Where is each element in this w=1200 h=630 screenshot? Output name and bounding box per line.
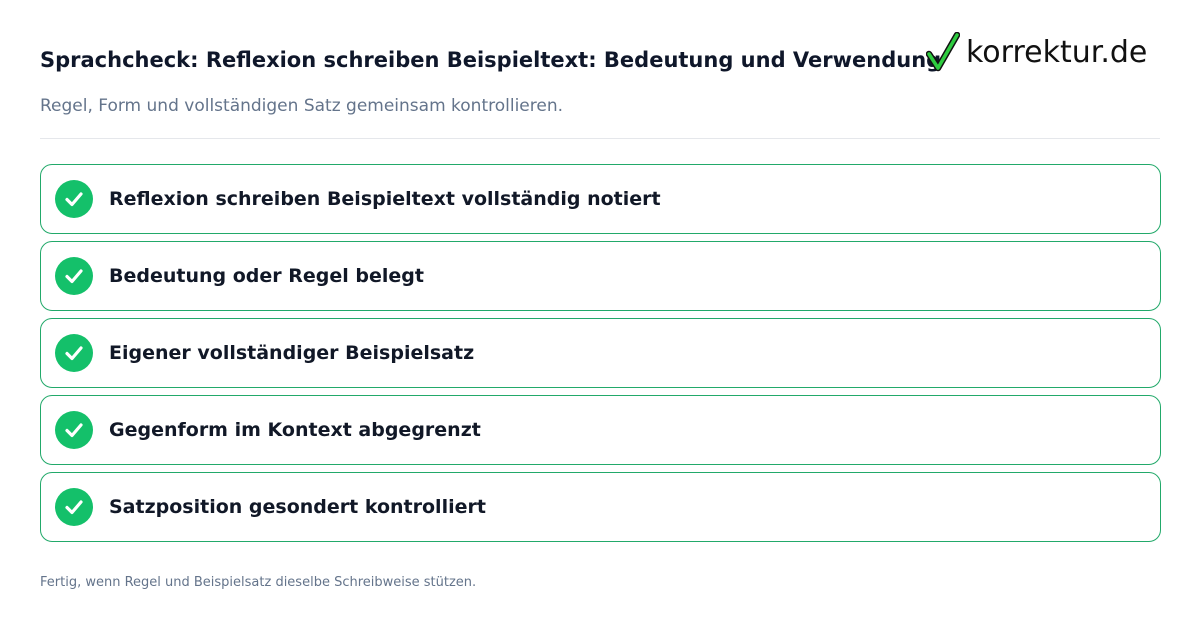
checklist-item-label: Reflexion schreiben Beispieltext vollstä…	[109, 188, 661, 210]
check-circle-icon	[55, 334, 93, 372]
footer-note: Fertig, wenn Regel und Beispielsatz dies…	[40, 575, 477, 590]
brand-logo: korrektur.de	[926, 30, 1147, 74]
check-circle-icon	[55, 488, 93, 526]
page-title: Sprachcheck: Reflexion schreiben Beispie…	[40, 48, 942, 72]
header-divider	[40, 138, 1160, 139]
checklist-item-label: Eigener vollständiger Beispielsatz	[109, 342, 475, 364]
checklist-item: Eigener vollständiger Beispielsatz	[40, 318, 1161, 388]
brand-name: korrektur.de	[966, 34, 1148, 70]
page-subtitle: Regel, Form und vollständigen Satz gemei…	[40, 96, 564, 116]
checklist-item: Gegenform im Kontext abgegrenzt	[40, 395, 1161, 465]
checkmark-logo-icon	[926, 32, 960, 72]
checklist-item: Reflexion schreiben Beispieltext vollstä…	[40, 164, 1161, 234]
checklist-item: Satzposition gesondert kontrolliert	[40, 472, 1161, 542]
check-circle-icon	[55, 257, 93, 295]
checklist-item-label: Satzposition gesondert kontrolliert	[109, 496, 486, 518]
check-circle-icon	[55, 411, 93, 449]
checklist-item-label: Gegenform im Kontext abgegrenzt	[109, 419, 481, 441]
check-circle-icon	[55, 180, 93, 218]
checklist-item: Bedeutung oder Regel belegt	[40, 241, 1161, 311]
checklist-item-label: Bedeutung oder Regel belegt	[109, 265, 424, 287]
checklist: Reflexion schreiben Beispieltext vollstä…	[40, 164, 1161, 549]
